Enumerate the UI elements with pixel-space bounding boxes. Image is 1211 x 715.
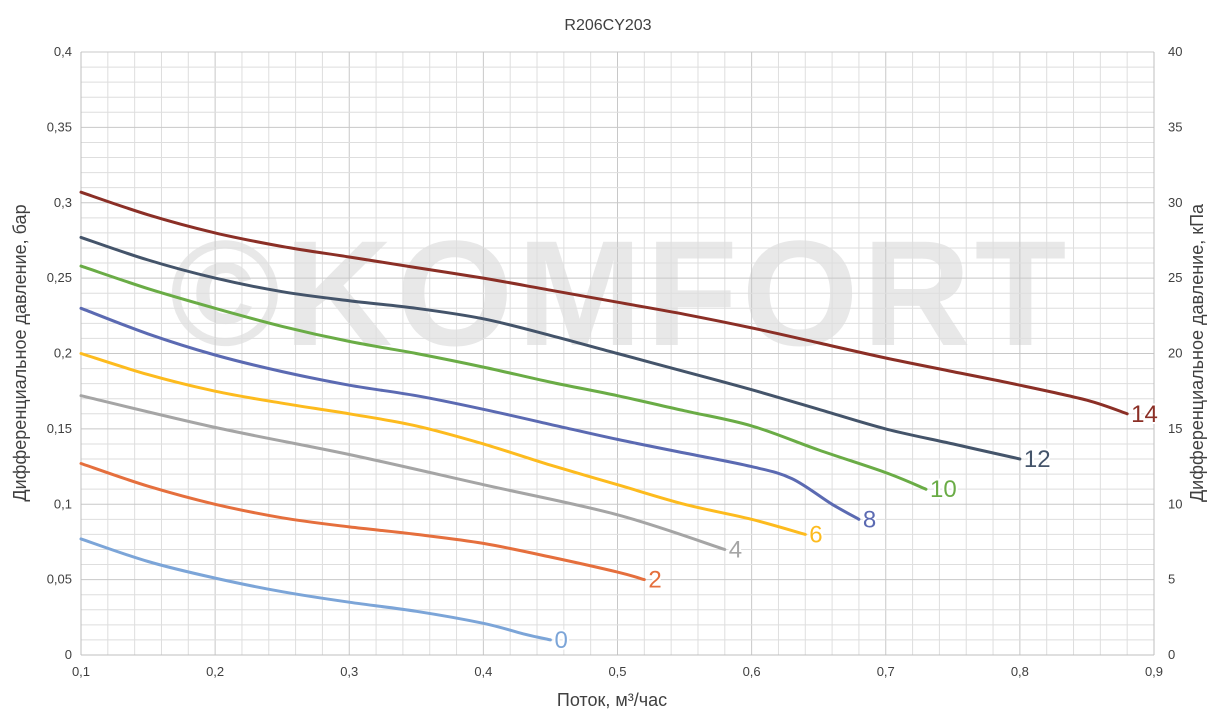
x-tick-label: 0,4: [474, 664, 492, 679]
y2-axis-title: Дифференциальное давление, кПа: [1187, 203, 1207, 502]
y-tick-label: 0,25: [47, 270, 72, 285]
series-line-2: [79, 462, 646, 582]
y-tick-label: 0,1: [54, 496, 72, 511]
series-line-6: [79, 352, 807, 536]
series-line-8: [79, 306, 861, 521]
y-tick-label: 0,05: [47, 572, 72, 587]
chart-title: R206CY203: [564, 17, 651, 34]
y2-tick-label: 0: [1168, 647, 1175, 662]
y-tick-label: 0,2: [54, 346, 72, 361]
x-tick-label: 0,7: [877, 664, 895, 679]
y2-tick-label: 15: [1168, 421, 1182, 436]
series-line-4: [79, 394, 727, 551]
series-label-0: 0: [554, 627, 567, 654]
y2-tick-label: 5: [1168, 572, 1175, 587]
y2-tick-label: 25: [1168, 270, 1182, 285]
x-tick-label: 0,3: [340, 664, 358, 679]
series-label-14: 14: [1131, 401, 1158, 428]
y2-tick-label: 35: [1168, 119, 1182, 134]
series-layer: [79, 190, 1129, 642]
series-line-10: [79, 264, 928, 491]
axis-ticks: 0,1 0,2 0,3 0,4 0,5 0,6 0,7 0,8 0,9 0 0,05 0,1 0,15 0…: [47, 44, 1183, 679]
y2-tick-label: 20: [1168, 346, 1182, 361]
chart-grid: [80, 51, 1155, 656]
y-axis-title: Дифференциальное давление, бар: [10, 204, 30, 501]
series-line-14: [79, 190, 1129, 416]
y-tick-label: 0,3: [54, 195, 72, 210]
series-label-4: 4: [729, 536, 742, 563]
y-tick-label: 0,4: [54, 44, 72, 59]
series-label-12: 12: [1024, 446, 1051, 473]
y2-tick-label: 30: [1168, 195, 1182, 210]
series-label-2: 2: [648, 567, 661, 594]
x-tick-label: 0,1: [72, 664, 90, 679]
y-tick-label: 0,35: [47, 119, 72, 134]
series-labels: 0 2 4 6 8 10 12 14: [552, 399, 1159, 656]
y2-tick-label: 10: [1168, 496, 1182, 511]
x-tick-label: 0,6: [743, 664, 761, 679]
series-label-10: 10: [930, 476, 957, 503]
y2-tick-label: 40: [1168, 44, 1182, 59]
x-tick-label: 0,8: [1011, 664, 1029, 679]
x-tick-label: 0,2: [206, 664, 224, 679]
y-tick-label: 0,15: [47, 421, 72, 436]
x-tick-label: 0,9: [1145, 664, 1163, 679]
series-label-8: 8: [863, 506, 876, 533]
x-axis-title: Поток, м³/час: [557, 690, 667, 710]
y-tick-label: 0: [65, 647, 72, 662]
series-line-12: [79, 235, 1022, 461]
x-tick-label: 0,5: [608, 664, 626, 679]
series-label-6: 6: [809, 521, 822, 548]
series-line-0: [79, 537, 552, 642]
